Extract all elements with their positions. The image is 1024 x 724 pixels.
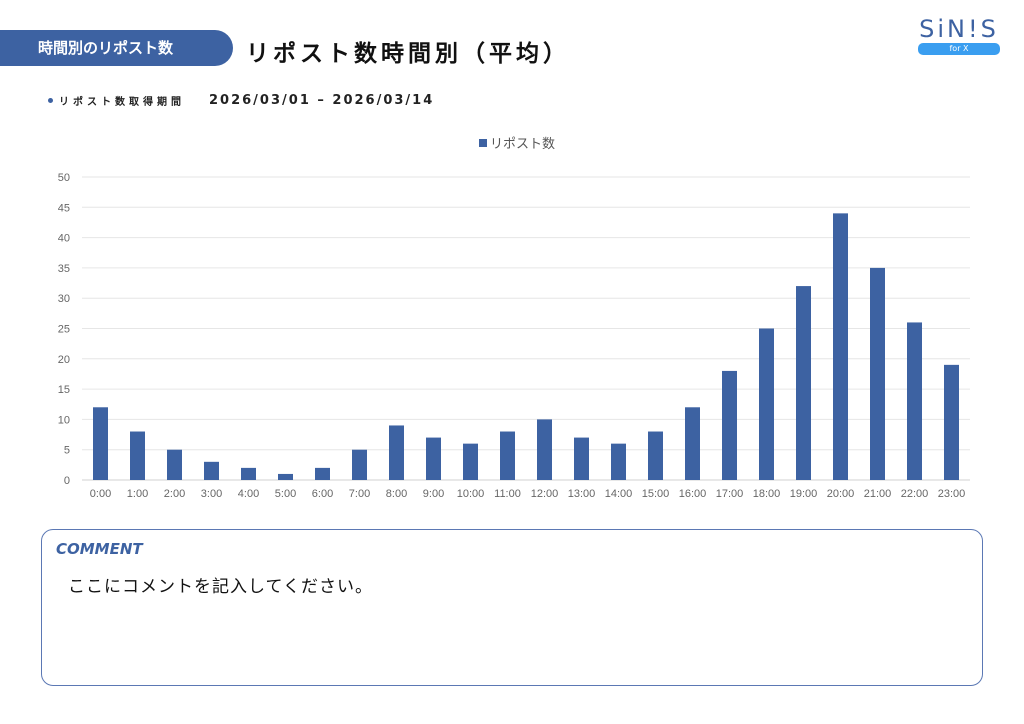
bar bbox=[130, 431, 145, 480]
x-tick-label: 7:00 bbox=[349, 488, 370, 500]
x-tick-label: 6:00 bbox=[312, 488, 333, 500]
x-tick-label: 3:00 bbox=[201, 488, 222, 500]
bar bbox=[648, 431, 663, 480]
bar bbox=[315, 467, 330, 480]
x-tick-label: 18:00 bbox=[753, 488, 781, 500]
comment-box[interactable]: COMMENT ここにコメントを記入してください。 bbox=[41, 529, 983, 686]
x-tick-label: 21:00 bbox=[864, 488, 892, 500]
x-tick-label: 16:00 bbox=[679, 488, 707, 500]
bar bbox=[537, 419, 552, 480]
bar bbox=[574, 437, 589, 480]
bar bbox=[611, 443, 626, 480]
section-label: 時間別のリポスト数 bbox=[0, 30, 233, 66]
x-tick-label: 0:00 bbox=[90, 488, 111, 500]
bar bbox=[759, 328, 774, 480]
bar bbox=[833, 213, 848, 481]
x-tick-label: 2:00 bbox=[164, 488, 185, 500]
x-tick-label: 11:00 bbox=[494, 488, 521, 500]
page-title: リポスト数時間別（平均） bbox=[246, 41, 570, 67]
x-tick-label: 13:00 bbox=[568, 488, 596, 500]
x-tick-label: 10:00 bbox=[457, 488, 485, 500]
bar bbox=[870, 267, 885, 480]
y-tick-label: 20 bbox=[58, 354, 70, 366]
y-tick-label: 15 bbox=[58, 384, 70, 396]
bar bbox=[796, 286, 811, 480]
bullet-icon bbox=[48, 98, 53, 103]
bar bbox=[722, 370, 737, 480]
chart-legend: リポスト数 bbox=[479, 136, 555, 151]
bar bbox=[944, 364, 959, 480]
period-range: 2026/03/01 – 2026/03/14 bbox=[209, 93, 435, 108]
bar bbox=[907, 322, 922, 480]
bar bbox=[204, 461, 219, 480]
logo: SiN!S for X bbox=[916, 16, 1002, 55]
x-tick-label: 22:00 bbox=[901, 488, 929, 500]
x-tick-label: 19:00 bbox=[790, 488, 818, 500]
y-tick-label: 5 bbox=[64, 445, 70, 457]
y-tick-label: 40 bbox=[58, 233, 70, 245]
bar bbox=[352, 449, 367, 480]
x-tick-label: 15:00 bbox=[642, 488, 670, 500]
bar bbox=[93, 407, 108, 480]
x-tick-label: 9:00 bbox=[423, 488, 444, 500]
y-tick-label: 10 bbox=[58, 414, 70, 426]
x-tick-label: 1:00 bbox=[127, 488, 148, 500]
bar bbox=[389, 425, 404, 480]
legend-swatch bbox=[479, 139, 487, 147]
x-tick-label: 23:00 bbox=[938, 488, 966, 500]
logo-badge: for X bbox=[918, 43, 1000, 55]
y-tick-label: 50 bbox=[58, 172, 70, 184]
legend-label: リポスト数 bbox=[490, 136, 555, 151]
x-tick-label: 20:00 bbox=[827, 488, 855, 500]
y-tick-label: 0 bbox=[64, 475, 70, 487]
x-tick-label: 17:00 bbox=[716, 488, 744, 500]
comment-heading: COMMENT bbox=[56, 540, 143, 558]
y-tick-label: 35 bbox=[58, 263, 70, 275]
bar bbox=[426, 437, 441, 480]
x-tick-label: 4:00 bbox=[238, 488, 259, 500]
bar bbox=[685, 407, 700, 480]
y-tick-label: 25 bbox=[58, 324, 70, 336]
bar bbox=[463, 443, 478, 480]
bar-chart: リポスト数 0 5 10 15 20 25 30 35 40 45 50 0:00 1:00 2:00 3:… bbox=[58, 136, 970, 500]
y-tick-label: 45 bbox=[58, 202, 70, 214]
x-tick-label: 8:00 bbox=[386, 488, 407, 500]
logo-text: SiN!S bbox=[919, 15, 999, 43]
bar bbox=[500, 431, 515, 480]
period-label: リポスト数取得期間 bbox=[59, 97, 185, 108]
bar bbox=[167, 449, 182, 480]
comment-body[interactable]: ここにコメントを記入してください。 bbox=[68, 577, 373, 597]
bar bbox=[241, 467, 256, 480]
period-info: リポスト数取得期間 2026/03/01 – 2026/03/14 bbox=[48, 93, 434, 108]
x-tick-label: 12:00 bbox=[531, 488, 559, 500]
x-tick-label: 5:00 bbox=[275, 488, 296, 500]
x-tick-label: 14:00 bbox=[605, 488, 633, 500]
bar bbox=[278, 473, 293, 480]
y-tick-label: 30 bbox=[58, 293, 70, 305]
